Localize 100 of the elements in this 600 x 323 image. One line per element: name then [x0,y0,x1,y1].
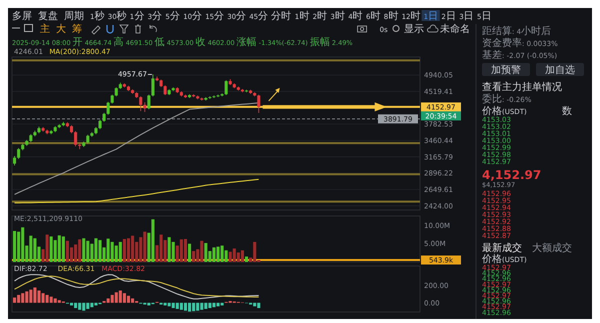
bar [188,244,192,262]
bar [122,293,126,303]
text: 周期 [64,10,84,22]
bar [29,236,32,262]
bar [122,239,126,262]
text: 未命名 [440,23,470,35]
bar [25,291,28,303]
bar [253,302,256,306]
bar [82,238,86,262]
candlestick [147,94,150,110]
bar [131,236,134,262]
bar [164,302,167,306]
bar [58,235,61,262]
bar [220,302,224,306]
bar [17,294,20,303]
bar [196,302,200,311]
candlestick [98,120,102,130]
bar [126,296,130,303]
bar [98,240,102,262]
bar [42,293,45,303]
bar [180,239,183,262]
bar [172,302,175,308]
bar [46,294,49,303]
candlestick [143,102,146,112]
bar [17,232,20,262]
line-series [14,178,260,204]
candlestick [17,148,20,160]
bar [126,238,130,262]
bar [78,239,82,262]
bar [184,239,187,262]
candlestick [74,130,78,147]
bar [118,290,122,303]
bar [257,302,260,308]
candlestick [13,156,16,166]
bar [13,298,16,303]
bar [86,240,90,262]
bar [131,298,134,303]
bar [82,302,86,311]
bar [94,238,98,262]
bar [204,302,208,309]
bar [118,242,122,262]
bar [168,237,171,262]
bar [212,302,216,308]
bar [74,302,78,308]
bar [253,242,256,262]
bar [184,302,187,311]
bar [236,252,240,262]
bar [21,227,24,262]
text: 加预警 [491,64,521,76]
bar [188,302,192,312]
bar [106,298,110,303]
text: 大 [56,23,66,35]
bar [86,302,90,309]
bar [58,300,61,303]
text: 大额成交 [532,242,572,254]
bar [143,232,146,262]
text: 4,152.97 [482,168,542,182]
text: 加自选 [545,64,575,76]
bar [114,246,118,262]
bar [13,230,16,262]
bar [106,238,110,262]
bar [66,240,69,262]
text: 复盘 [38,10,58,22]
bar [176,302,179,309]
bar [21,293,24,303]
bar [151,219,154,262]
bar [168,302,171,306]
bar [94,302,98,306]
bar [70,302,74,306]
text: 数 [562,106,572,117]
candlestick [106,101,110,116]
bar [62,236,65,262]
bar [46,234,49,262]
bar [160,234,163,262]
text: 分时 [271,10,292,22]
bar [232,248,236,262]
text: 最新成交 [482,242,522,254]
bar [204,243,208,262]
bar [192,251,196,262]
bar [78,302,82,310]
bar [147,302,150,306]
bar [110,294,114,303]
bar [245,256,248,262]
candlestick [139,96,142,112]
candlestick [224,80,228,96]
text: 显示 [404,24,424,35]
bar [240,250,244,262]
bar [37,290,40,303]
bar [212,247,216,262]
bar [110,242,114,262]
bar [90,302,94,308]
bar [200,302,204,310]
bar [33,287,36,303]
bar [228,252,232,262]
bar [216,302,220,306]
bar [114,292,118,303]
bar [192,302,196,312]
candlestick [257,94,260,114]
bar [50,296,53,303]
bar [208,302,212,308]
